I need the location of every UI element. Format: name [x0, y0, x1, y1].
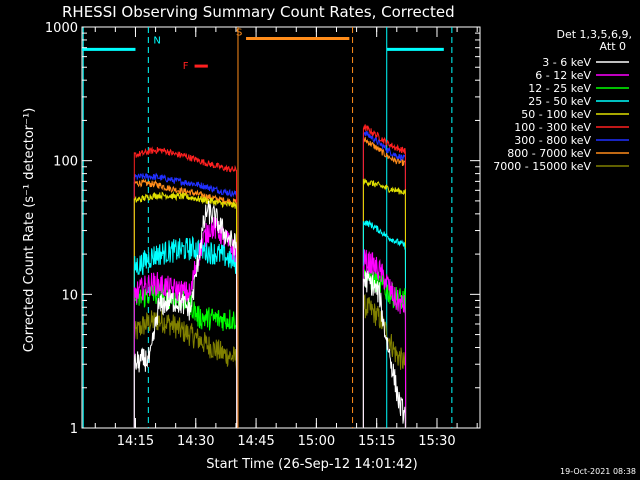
- legend-header-attenuator: Att 0: [600, 40, 626, 53]
- y-tick-label: 1: [70, 422, 78, 437]
- series-trace: [133, 235, 238, 429]
- series-100-300-keV-line: [133, 124, 407, 429]
- legend-item-label: 6 - 12 keV: [535, 69, 591, 82]
- x-tick-label: 15:30: [418, 434, 455, 449]
- series-trace: [133, 178, 238, 429]
- series-50-100-keV-line: [133, 178, 407, 429]
- timestamp: 19-Oct-2021 08:38: [560, 467, 636, 476]
- legend-item-label: 50 - 100 keV: [521, 108, 591, 121]
- x-axis-label: Start Time (26-Sep-12 14:01:42): [206, 457, 417, 472]
- x-tick-label: 15:00: [298, 434, 335, 449]
- legend-item-label: 7000 - 15000 keV: [493, 160, 591, 173]
- x-tick-label: 15:15: [358, 434, 395, 449]
- series-trace: [133, 191, 238, 429]
- saa-label: S: [236, 28, 242, 39]
- series-300-800-keV-line: [133, 130, 407, 429]
- legend-item-label: 3 - 6 keV: [542, 56, 591, 69]
- flare-label: F: [183, 61, 189, 72]
- series-trace: [362, 270, 406, 429]
- chart-title: RHESSI Observing Summary Count Rates, Co…: [62, 3, 455, 21]
- legend-item-label: 300 - 800 keV: [514, 134, 591, 147]
- y-tick-label: 1000: [45, 21, 78, 36]
- x-tick-label: 14:30: [177, 434, 214, 449]
- series-trace: [362, 124, 407, 429]
- series-800-7000-keV-line: [133, 136, 407, 429]
- series-trace: [362, 130, 407, 429]
- y-axis-label: Corrected Count Rate (s⁻¹ detector⁻¹): [22, 108, 37, 353]
- y-axis-ticks: 1 10 100 1000: [45, 21, 480, 437]
- annotation-bars: N S F: [82, 28, 444, 72]
- night-label: N: [153, 35, 160, 46]
- legend-item-label: 25 - 50 keV: [528, 95, 591, 108]
- x-tick-label: 14:15: [117, 434, 154, 449]
- series-trace: [362, 219, 407, 429]
- series-trace: [133, 172, 238, 429]
- x-tick-label: 14:45: [237, 434, 274, 449]
- plot-border: [81, 26, 481, 429]
- series-trace: [362, 136, 407, 429]
- series-trace: [133, 146, 238, 429]
- y-tick-label: 100: [53, 155, 78, 170]
- series-trace: [362, 178, 407, 429]
- series-trace: [362, 249, 407, 429]
- legend-item-label: 12 - 25 keV: [528, 82, 591, 95]
- legend-item-label: 800 - 7000 keV: [507, 147, 591, 160]
- legend-header-detectors: Det 1,3,5,6,9,: [556, 28, 632, 41]
- x-axis-ticks: 14:15 14:30 14:45 15:00 15:15 15:30: [94, 27, 478, 449]
- vertical-markers: [82, 27, 453, 428]
- data-series: [133, 124, 407, 429]
- series-trace: [133, 310, 238, 429]
- series-3-6-keV-line: [133, 200, 406, 429]
- legend-item-label: 100 - 300 keV: [514, 121, 591, 134]
- series-trace: [133, 200, 238, 429]
- plot-frame: [81, 26, 481, 429]
- y-tick-label: 10: [61, 288, 78, 303]
- series-25-50-keV-line: [133, 219, 407, 429]
